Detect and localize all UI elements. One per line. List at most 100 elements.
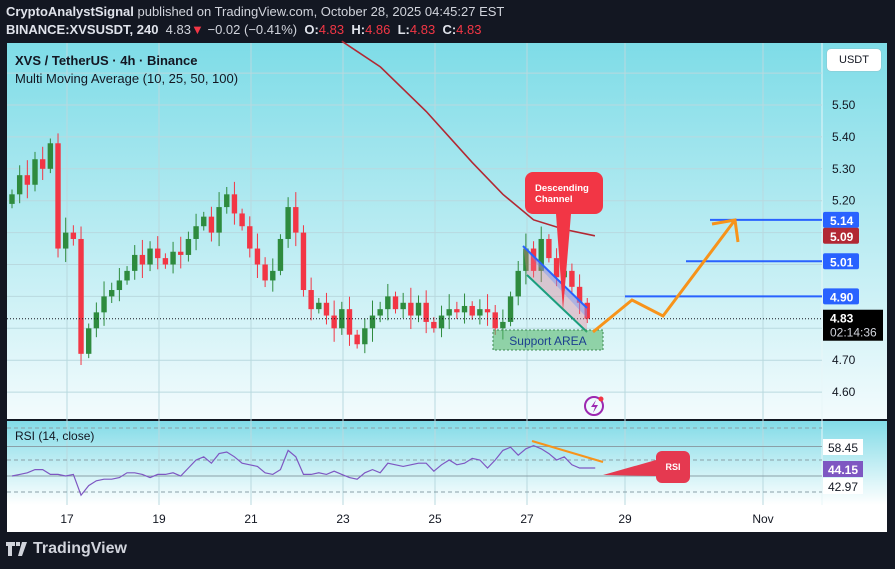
price-label-value: 5.14 (830, 214, 854, 228)
candle (461, 293, 468, 324)
candle-body (124, 270, 130, 281)
rsi-callout-text: RSI (665, 462, 680, 472)
candle (492, 305, 498, 335)
candle-body (454, 309, 460, 313)
rsi-axis-label: 42.97 (828, 480, 858, 494)
currency-button[interactable]: USDT (827, 49, 881, 71)
channel-fill (523, 246, 587, 332)
candle (132, 245, 138, 280)
candle (507, 291, 514, 327)
candle (584, 297, 590, 324)
candle (116, 268, 123, 302)
candle (162, 253, 169, 269)
candle (47, 138, 54, 174)
price-label-badge (823, 253, 859, 270)
candle-body (316, 302, 322, 310)
candle-body (39, 159, 46, 169)
candle-body (55, 143, 61, 249)
price-label-value: 5.09 (830, 230, 854, 244)
rsi-divergence-line[interactable] (531, 440, 604, 463)
support-area-box[interactable] (492, 329, 604, 351)
candle (208, 206, 215, 242)
candle (78, 226, 84, 366)
candle-body (239, 213, 245, 227)
price-tick-label: 5.30 (832, 162, 856, 176)
candle-body (584, 302, 590, 319)
candle-body (477, 309, 483, 316)
time-tick-label: 19 (152, 512, 166, 526)
candle (262, 257, 268, 288)
candle-body (109, 290, 115, 297)
candle (231, 181, 238, 225)
candle-body (86, 328, 92, 354)
tradingview-logo[interactable]: TradingView (6, 540, 127, 558)
candle (277, 234, 284, 276)
candle-body (569, 270, 575, 287)
candle (408, 287, 414, 330)
notification-dot (598, 396, 604, 402)
projection-path[interactable] (592, 219, 737, 334)
rsi-axis-label: 44.15 (828, 463, 858, 477)
high-value: 4.86 (365, 22, 391, 37)
candle (239, 208, 245, 231)
candle (392, 291, 399, 314)
candle-body (285, 207, 291, 239)
candle-body (576, 286, 583, 303)
candle (147, 241, 153, 272)
candle-body (201, 216, 207, 227)
callout-text: Descending (535, 183, 589, 194)
channel-lower-line[interactable] (526, 274, 588, 333)
candle-body (354, 334, 360, 345)
time-tick-label: 23 (336, 512, 350, 526)
candle-body (346, 309, 353, 335)
channel-fill-upper (523, 246, 587, 318)
candle (178, 236, 184, 269)
candle (139, 239, 146, 278)
candle (569, 263, 575, 294)
candle-body (331, 315, 337, 329)
current-price-value: 4.83 (830, 312, 854, 326)
candle-body (254, 248, 261, 265)
candle-body (101, 296, 107, 313)
callout-bubble[interactable] (525, 172, 603, 310)
channel-upper-line[interactable] (522, 245, 588, 309)
lightning-icon-ring (584, 396, 604, 416)
candle-body (62, 232, 69, 249)
open-value: 4.83 (318, 22, 345, 37)
candle (438, 305, 445, 338)
brand-name: TradingView (33, 540, 127, 557)
rsi-callout[interactable] (603, 451, 690, 483)
candle (346, 296, 353, 346)
low-label: L: (397, 22, 410, 37)
candle-body (431, 321, 437, 329)
rsi-legend[interactable]: RSI (14, close) (15, 429, 95, 443)
candle (170, 241, 176, 274)
candle-body (24, 175, 31, 185)
author[interactable]: CryptoAnalystSignal (6, 4, 134, 19)
indicator-legend[interactable]: Multi Moving Average (10, 25, 50, 100) (15, 71, 239, 86)
candle-body (208, 216, 215, 233)
candle (216, 192, 222, 247)
time-tick-label: 17 (60, 512, 74, 526)
candle-body (78, 238, 84, 354)
candle-body (116, 280, 123, 291)
lightning-icon-bolt (591, 400, 598, 413)
candle-body (339, 309, 345, 329)
candle (155, 236, 161, 270)
candle-body (293, 207, 299, 233)
down-arrow-icon: ▼ (190, 22, 204, 37)
candle-body (231, 194, 238, 214)
candle-body (492, 312, 498, 329)
candle (62, 217, 69, 263)
time-tick-label: 29 (618, 512, 632, 526)
main-pane (7, 43, 887, 419)
lightning-icon[interactable] (584, 396, 604, 416)
candle-body (155, 248, 161, 259)
candle (400, 292, 406, 319)
time-tick-label: 21 (244, 512, 258, 526)
bar-countdown: 02:14:36 (830, 326, 877, 340)
candle (193, 213, 199, 251)
candle (70, 225, 77, 246)
candle-body (484, 309, 491, 313)
